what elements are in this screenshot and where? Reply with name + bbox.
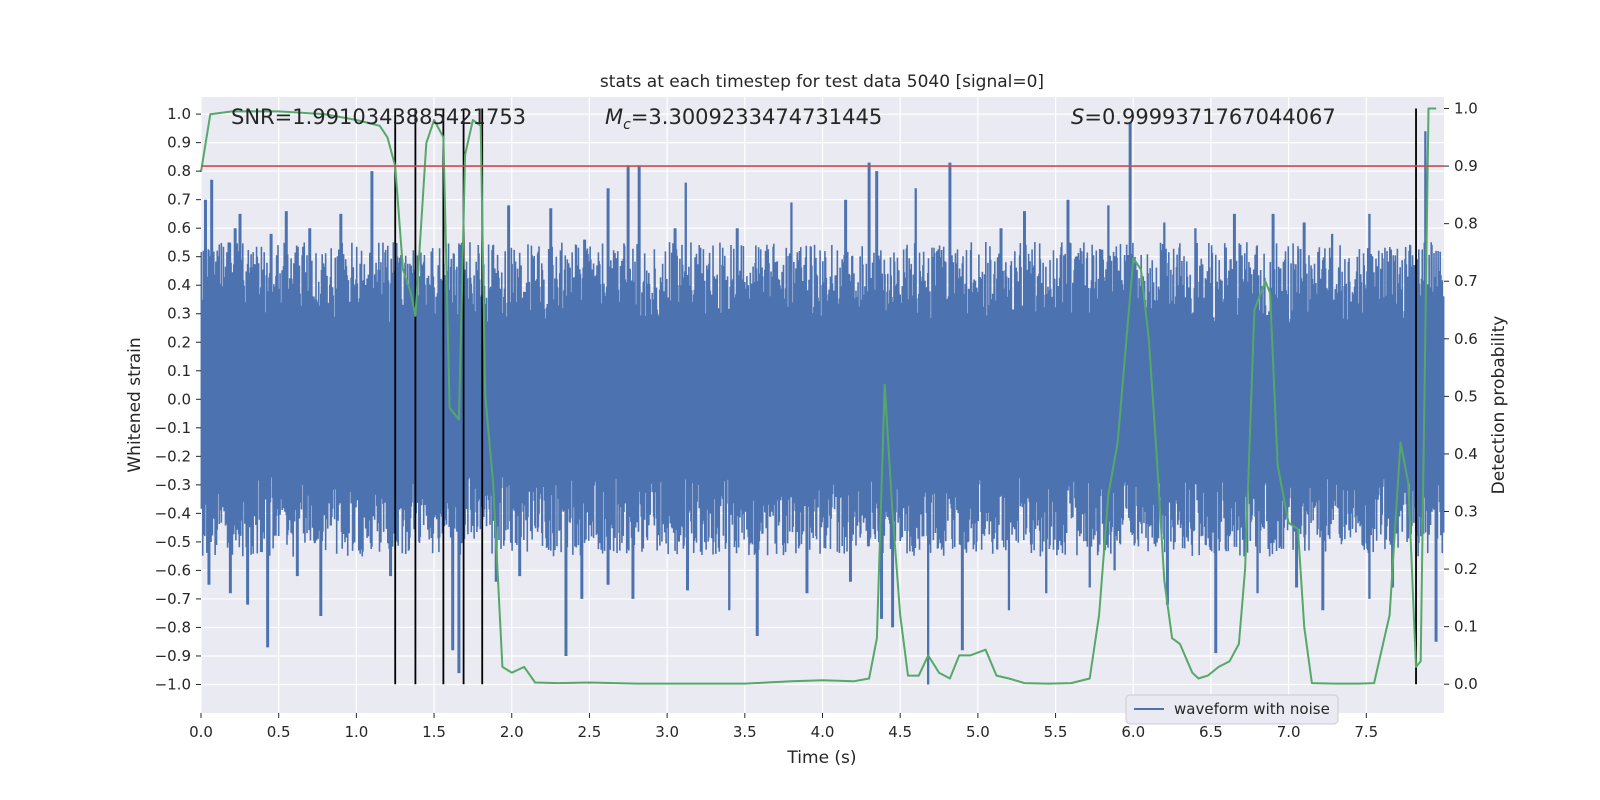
left-tick-label: 0.0 [167, 390, 191, 408]
vertical-markers [394, 108, 1417, 685]
left-tick-label: −1.0 [155, 675, 191, 693]
left-tick-label: 0.3 [167, 305, 191, 323]
left-tick-label: 0.2 [167, 333, 191, 351]
left-tick-label: −0.8 [155, 618, 191, 636]
x-tick-label: 1.0 [344, 723, 368, 741]
left-tick-label: −0.3 [155, 476, 191, 494]
left-tick-label: −0.6 [155, 561, 191, 579]
right-tick-label: 0.4 [1454, 445, 1478, 463]
chart-title: stats at each timestep for test data 504… [600, 72, 1044, 92]
x-tick-label: 3.5 [733, 723, 757, 741]
left-tick-label: 0.4 [167, 276, 191, 294]
legend-label-waveform: waveform with noise [1174, 700, 1330, 718]
x-tick-label: 6.5 [1199, 723, 1223, 741]
left-tick-label: −0.4 [155, 504, 191, 522]
right-tick-label: 0.5 [1454, 387, 1478, 405]
chirp-mass-subscript: c [623, 117, 631, 133]
x-tick-label: 2.0 [500, 723, 524, 741]
x-axis-ticks: 0.0 0.5 1.0 1.5 2.0 2.5 3.0 3.5 4.0 4.5 5.0 5.5 6.0 6… [189, 713, 1378, 741]
score-symbol: S [1071, 105, 1084, 129]
right-tick-label: 0.0 [1454, 675, 1478, 693]
x-tick-label: 6.0 [1121, 723, 1145, 741]
left-tick-label: −0.5 [155, 533, 191, 551]
left-tick-label: 0.6 [167, 219, 191, 237]
x-tick-label: 0.5 [267, 723, 291, 741]
chirp-mass-annotation: Mc=3.3009233474731445 [605, 105, 882, 133]
legend-box [1125, 694, 1339, 725]
waveform-series [200, 122, 1445, 685]
right-axis-label: Detection probability [1489, 316, 1509, 495]
left-tick-label: −0.2 [155, 447, 191, 465]
x-tick-label: 5.0 [966, 723, 990, 741]
x-tick-label: 3.0 [655, 723, 679, 741]
waveform-line [200, 122, 1445, 685]
right-tick-label: 0.3 [1454, 503, 1478, 521]
left-tick-label: 0.7 [167, 191, 191, 209]
snr-annotation: SNR=1.9910343885421753 [231, 105, 526, 129]
x-tick-label: 7.5 [1354, 723, 1378, 741]
x-tick-label: 4.5 [888, 723, 912, 741]
right-tick-label: 0.2 [1454, 560, 1478, 578]
right-tick-label: 1.0 [1454, 100, 1478, 118]
right-tick-label: 0.6 [1454, 330, 1478, 348]
score-value: =0.9999371767044067 [1084, 105, 1335, 129]
x-tick-label: 0.0 [189, 723, 213, 741]
chirp-mass-value: =3.3009233474731445 [631, 105, 882, 129]
left-tick-label: −0.1 [155, 419, 191, 437]
left-axis-ticks: 1.0 0.9 0.8 0.7 0.6 0.5 0.4 0.3 0.2 0.1 0.0 −0.1 −0.… [155, 105, 201, 693]
left-tick-label: 0.9 [167, 134, 191, 152]
legend: waveform with noise [1125, 694, 1339, 725]
left-tick-label: 0.8 [167, 162, 191, 180]
right-tick-label: 0.1 [1454, 618, 1478, 636]
score-annotation: S=0.9999371767044067 [1071, 105, 1336, 129]
x-tick-label: 7.0 [1277, 723, 1301, 741]
x-axis-label: Time (s) [786, 748, 856, 768]
chirp-mass-symbol: M [605, 105, 623, 129]
right-tick-label: 0.8 [1454, 215, 1478, 233]
x-tick-label: 4.0 [811, 723, 835, 741]
left-tick-label: 0.1 [167, 362, 191, 380]
x-tick-label: 1.5 [422, 723, 446, 741]
right-tick-label: 0.9 [1454, 157, 1478, 175]
detection-probability-line [200, 107, 1437, 685]
x-tick-label: 5.5 [1044, 723, 1068, 741]
x-tick-label: 2.5 [578, 723, 602, 741]
left-tick-label: 1.0 [167, 105, 191, 123]
left-tick-label: −0.9 [155, 647, 191, 665]
right-tick-label: 0.7 [1454, 272, 1478, 290]
left-tick-label: −0.7 [155, 590, 191, 608]
left-axis-label: Whitened strain [125, 337, 145, 472]
probability-series [200, 107, 1437, 685]
right-axis-ticks: 1.0 0.9 0.8 0.7 0.6 0.5 0.4 0.3 0.2 0.1 0.0 [1444, 100, 1478, 693]
left-tick-label: 0.5 [167, 248, 191, 266]
